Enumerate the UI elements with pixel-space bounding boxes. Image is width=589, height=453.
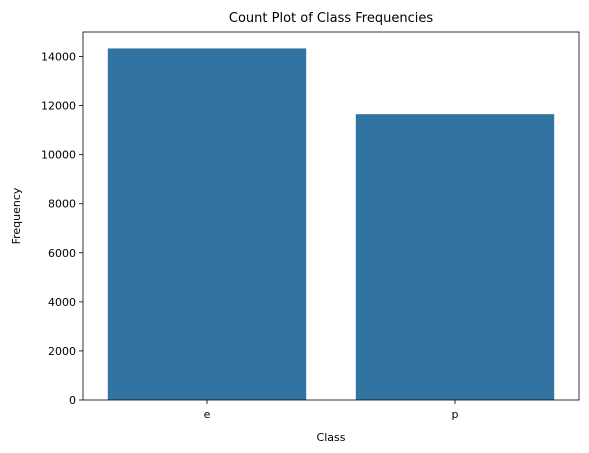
bars-group (107, 48, 555, 401)
y-tick-label-4000: 4000 (48, 296, 76, 309)
x-tick-label-e: e (204, 408, 211, 421)
y-tick-label-6000: 6000 (48, 247, 76, 260)
y-axis: 0 2000 4000 6000 8000 10000 12000 14000 (41, 51, 83, 407)
y-tick-label-8000: 8000 (48, 198, 76, 211)
y-tick-label-0: 0 (69, 394, 76, 407)
chart-title: Count Plot of Class Frequencies (229, 11, 433, 26)
bar-e (107, 48, 307, 401)
y-tick-label-12000: 12000 (41, 100, 76, 113)
plot-frame (82, 31, 580, 401)
y-tick-label-14000: 14000 (41, 51, 76, 64)
x-axis-label: Class (317, 431, 346, 444)
bar-p (355, 114, 555, 400)
y-axis-label: Frequency (10, 187, 23, 244)
y-tick-label-2000: 2000 (48, 345, 76, 358)
y-tick-label-10000: 10000 (41, 149, 76, 162)
x-tick-label-p: p (452, 408, 459, 421)
